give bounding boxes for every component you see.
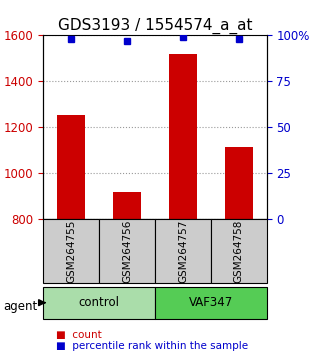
FancyBboxPatch shape — [211, 219, 267, 283]
Bar — [169, 54, 197, 219]
Text: control: control — [79, 296, 120, 309]
Bar — [113, 192, 141, 219]
Title: GDS3193 / 1554574_a_at: GDS3193 / 1554574_a_at — [58, 18, 252, 34]
FancyBboxPatch shape — [155, 219, 211, 283]
FancyBboxPatch shape — [43, 287, 155, 319]
FancyBboxPatch shape — [43, 219, 99, 283]
Text: agent: agent — [3, 300, 37, 313]
Bar — [225, 147, 253, 219]
Bar — [57, 115, 85, 219]
Text: GSM264757: GSM264757 — [178, 219, 188, 283]
Text: ■  percentile rank within the sample: ■ percentile rank within the sample — [56, 341, 248, 351]
Text: VAF347: VAF347 — [189, 296, 233, 309]
Text: ■  count: ■ count — [56, 330, 102, 339]
FancyBboxPatch shape — [99, 219, 155, 283]
Text: GSM264758: GSM264758 — [234, 219, 244, 283]
Text: GSM264755: GSM264755 — [66, 219, 76, 283]
FancyBboxPatch shape — [155, 287, 267, 319]
Text: GSM264756: GSM264756 — [122, 219, 132, 283]
